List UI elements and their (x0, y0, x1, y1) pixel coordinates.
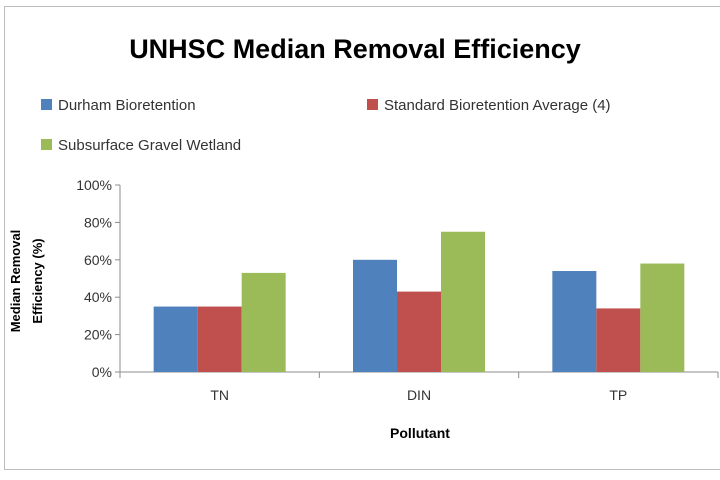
bar-standard-bioretention-average-4-tn (197, 306, 242, 372)
chart-frame (4, 6, 720, 470)
y-tick-label: 20% (84, 327, 112, 343)
y-tick-label: 60% (84, 252, 112, 268)
legend-label-durham: Durham Bioretention (58, 97, 196, 114)
y-axis-label-line-1: Median Removal (8, 230, 23, 333)
plot-area: 0% 20% 40% 60% 80% 100% TN DIN TP (76, 177, 719, 403)
legend-swatch-subsurface (41, 139, 52, 150)
legend-label-subsurface: Subsurface Gravel Wetland (58, 137, 241, 154)
x-tick-label: TN (210, 387, 229, 403)
legend: Durham Bioretention Standard Bioretentio… (41, 97, 611, 154)
chart-title: UNHSC Median Removal Efficiency (129, 34, 581, 64)
legend-swatch-standard (367, 99, 378, 110)
bar-subsurface-gravel-wetland-tn (241, 272, 286, 372)
legend-swatch-durham (41, 99, 52, 110)
bar-durham-bioretention-din (353, 259, 397, 372)
bar-durham-bioretention-tn (153, 306, 198, 372)
y-tick-label: 80% (84, 214, 112, 230)
bar-standard-bioretention-average-4-din (397, 291, 441, 372)
y-tick-label: 100% (76, 177, 112, 193)
bar-subsurface-gravel-wetland-tp (640, 263, 685, 372)
y-tick-label: 40% (84, 289, 112, 305)
y-axis-label-line-2: Efficiency (%) (30, 238, 45, 323)
y-tick-label: 0% (92, 364, 112, 380)
bar-durham-bioretention-tp (552, 271, 597, 372)
x-tick-label: DIN (407, 387, 431, 403)
bar-standard-bioretention-average-4-tp (596, 308, 641, 372)
x-axis-label: Pollutant (390, 425, 450, 441)
bar-subsurface-gravel-wetland-din (441, 231, 485, 372)
legend-label-standard: Standard Bioretention Average (4) (384, 97, 611, 114)
legend-item-standard-bioretention: Standard Bioretention Average (4) (367, 97, 611, 114)
x-tick-label: TP (609, 387, 627, 403)
legend-item-durham-bioretention: Durham Bioretention (41, 97, 196, 114)
legend-item-subsurface-gravel-wetland: Subsurface Gravel Wetland (41, 137, 241, 154)
